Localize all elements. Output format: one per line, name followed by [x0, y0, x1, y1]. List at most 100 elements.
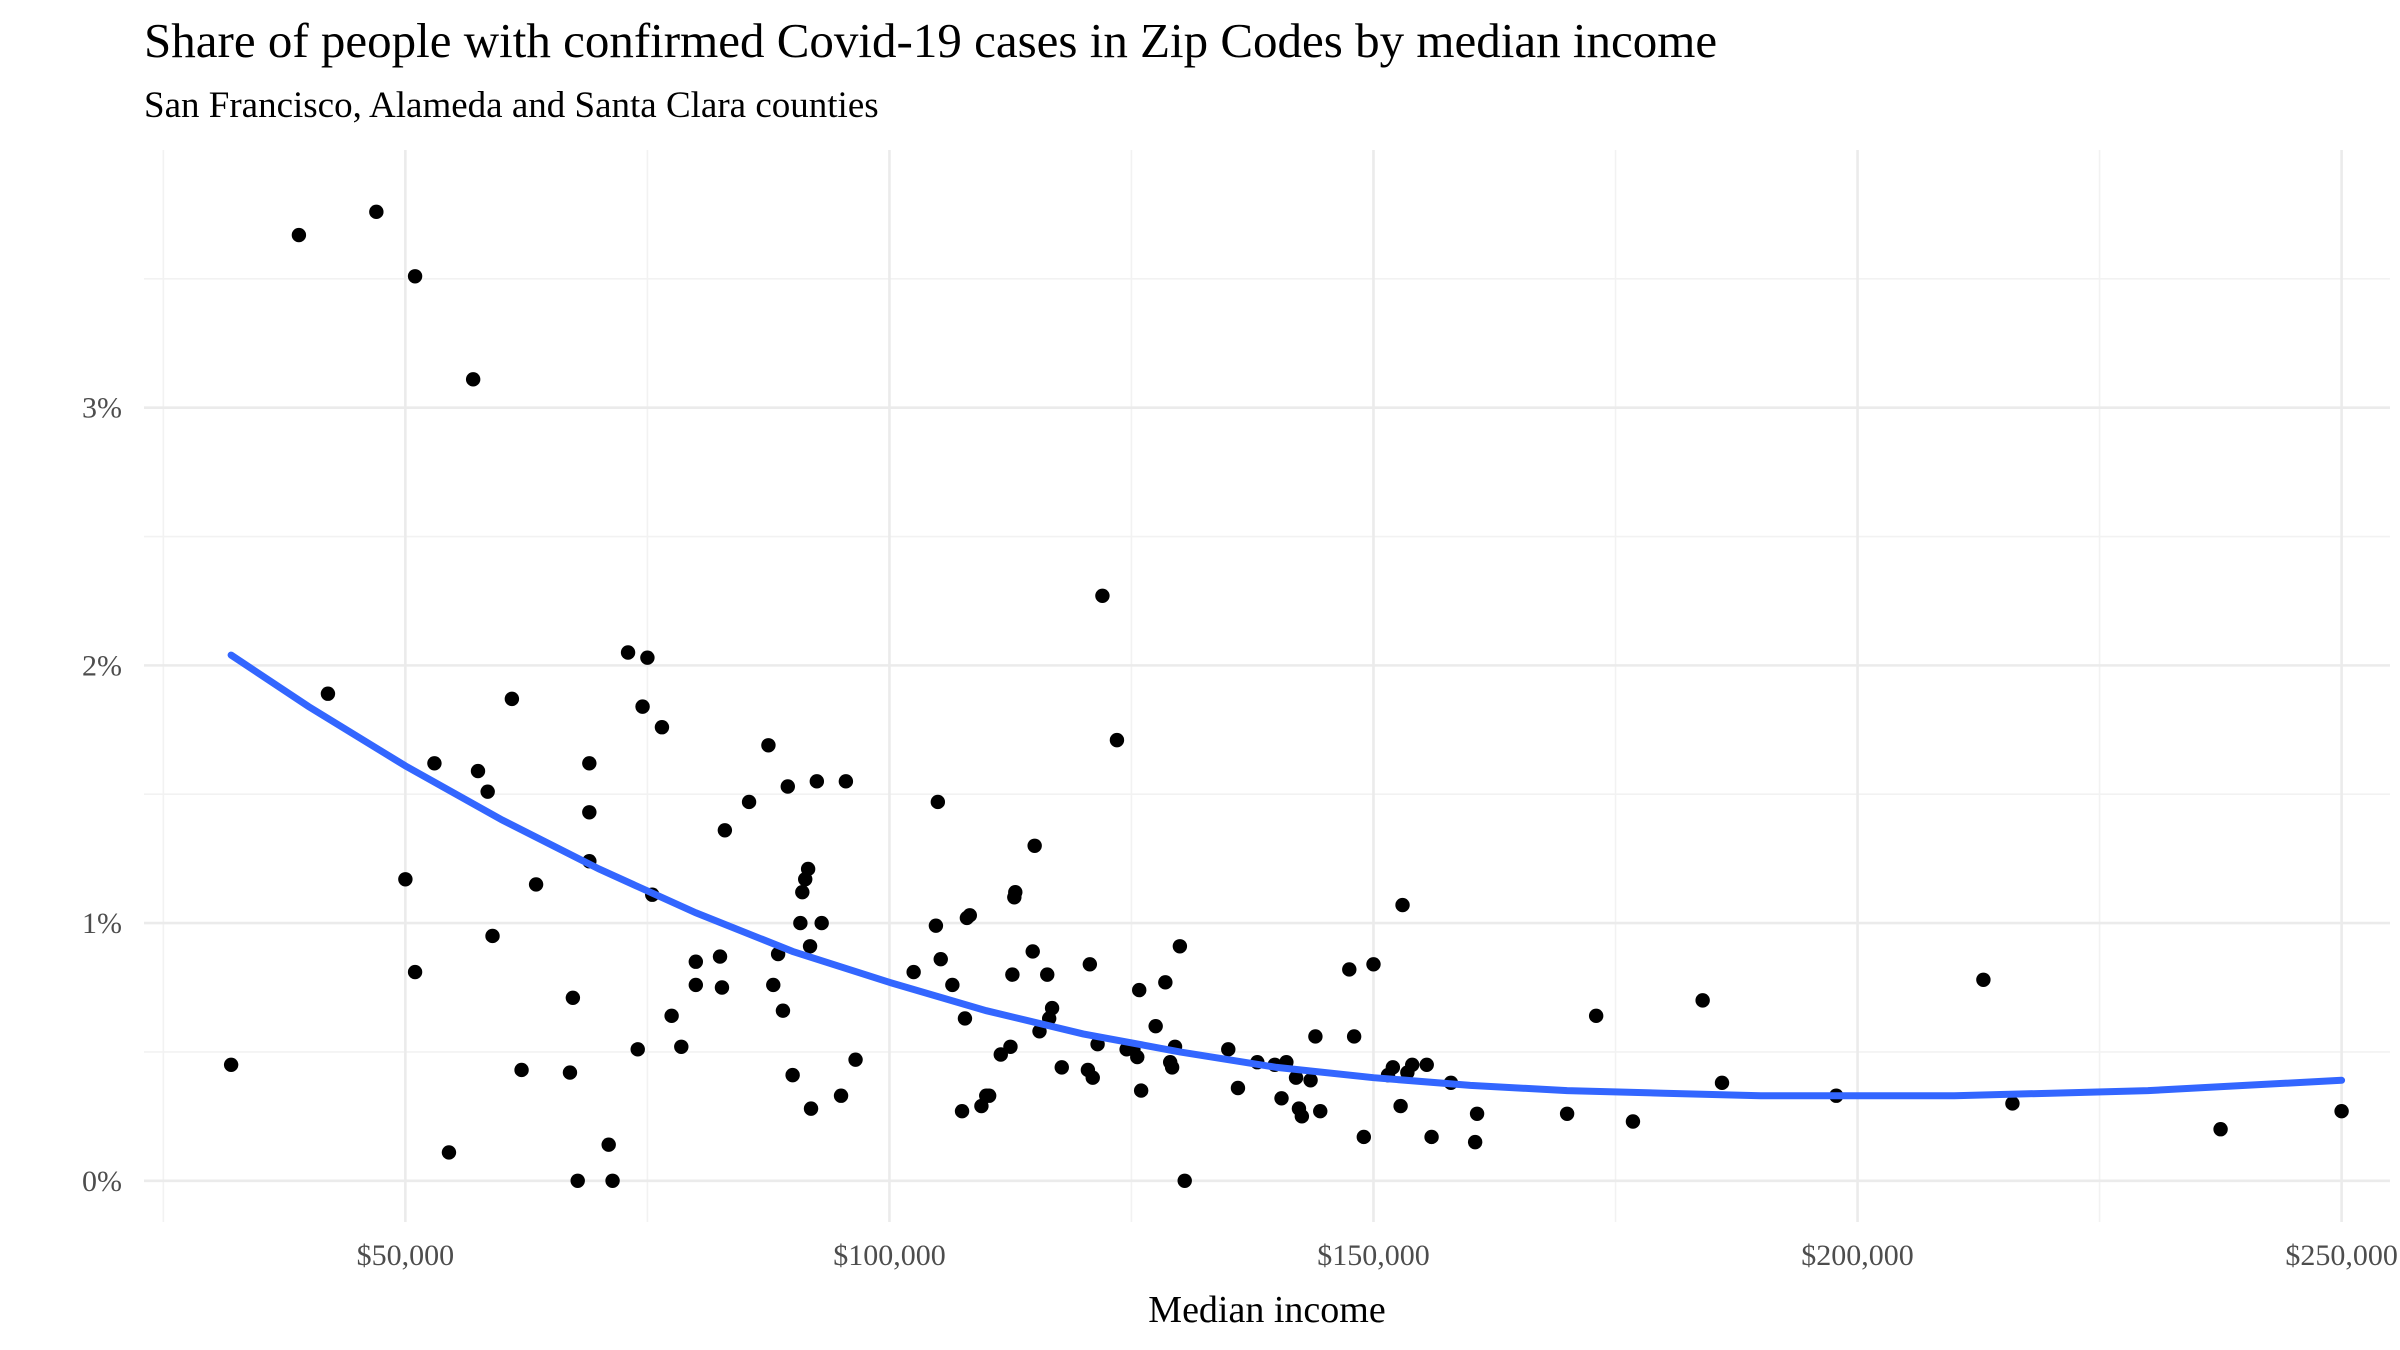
data-point	[933, 951, 948, 967]
x-tick-label: $100,000	[833, 1239, 946, 1272]
chart-subtitle: San Francisco, Alameda and Santa Clara c…	[144, 85, 879, 126]
data-point	[635, 699, 650, 714]
data-point	[761, 738, 776, 753]
chart-title: Share of people with confirmed Covid-19 …	[144, 13, 1718, 68]
data-point	[780, 779, 795, 794]
data-point	[906, 964, 921, 980]
x-tick-label: $50,000	[357, 1239, 455, 1272]
data-point	[785, 1067, 800, 1083]
data-point	[291, 227, 307, 243]
data-point	[1274, 1091, 1289, 1106]
data-point	[605, 1173, 620, 1188]
data-point	[848, 1052, 863, 1067]
data-point	[930, 794, 946, 810]
data-point	[320, 686, 336, 701]
trend-line	[227, 651, 2346, 1100]
data-point	[1177, 1173, 1192, 1188]
data-point	[620, 645, 636, 660]
x-axis-title: Median income	[1148, 1289, 1385, 1331]
data-point	[407, 964, 423, 980]
data-point	[427, 756, 442, 771]
grid	[144, 150, 2390, 1222]
data-point	[1342, 962, 1357, 977]
data-point	[1230, 1080, 1246, 1096]
data-point	[1005, 967, 1020, 982]
data-point	[1625, 1114, 1641, 1129]
data-point	[809, 774, 825, 789]
data-point	[688, 954, 704, 969]
data-point	[1148, 1018, 1163, 1034]
data-point	[802, 939, 818, 954]
data-point	[1356, 1129, 1372, 1145]
data-point	[2213, 1122, 2228, 1137]
data-point	[1132, 982, 1147, 998]
x-tick-label: $250,000	[2285, 1239, 2398, 1272]
data-points	[223, 204, 2349, 1188]
data-point	[1003, 1039, 1018, 1054]
data-point	[1133, 1083, 1149, 1098]
data-point	[601, 1137, 616, 1152]
data-point	[712, 949, 728, 964]
data-point	[1467, 1134, 1483, 1150]
data-point	[838, 774, 854, 789]
data-point	[570, 1173, 585, 1188]
data-point	[504, 691, 520, 707]
data-point	[582, 805, 597, 820]
x-tick-label: $200,000	[1801, 1239, 1914, 1272]
data-point	[928, 918, 944, 933]
data-point	[1385, 1060, 1401, 1075]
data-point	[1424, 1129, 1439, 1145]
data-point	[1308, 1029, 1323, 1044]
data-point	[514, 1062, 529, 1078]
data-point	[993, 1047, 1008, 1062]
data-point	[1395, 897, 1410, 913]
y-tick-label: 2%	[82, 649, 122, 682]
data-point	[1130, 1049, 1145, 1065]
data-point	[223, 1057, 239, 1073]
data-point	[741, 794, 757, 810]
data-point	[1164, 1060, 1180, 1075]
data-point	[945, 977, 960, 993]
data-point	[654, 720, 670, 735]
tick-labels: $50,000 $100,000 $150,000 $200,000 $250,000 0…	[82, 392, 2398, 1272]
data-point	[562, 1065, 578, 1080]
data-point	[714, 980, 730, 995]
data-point	[793, 915, 808, 931]
data-point	[664, 1008, 679, 1024]
data-point	[441, 1145, 457, 1160]
data-point	[630, 1042, 645, 1057]
data-point	[1419, 1057, 1434, 1073]
data-point	[717, 823, 733, 838]
data-point	[1294, 1109, 1310, 1124]
data-point	[1044, 1000, 1060, 1016]
data-point	[2005, 1096, 2020, 1111]
data-point	[1303, 1073, 1318, 1088]
data-point	[1040, 967, 1055, 982]
data-point	[1288, 1070, 1304, 1085]
data-point	[1976, 972, 1991, 987]
data-point	[962, 908, 977, 923]
data-point	[1714, 1075, 1730, 1091]
data-point	[465, 372, 481, 387]
data-point	[1082, 957, 1098, 972]
data-point	[485, 928, 500, 944]
data-point	[688, 977, 704, 993]
data-point	[1469, 1106, 1485, 1121]
data-point	[1025, 944, 1040, 959]
data-point	[640, 650, 655, 665]
y-tick-label: 1%	[82, 907, 122, 940]
data-point	[800, 861, 816, 877]
data-point	[1313, 1103, 1328, 1119]
data-point	[1172, 939, 1188, 954]
trend-line-group	[227, 651, 2346, 1100]
data-point	[565, 990, 581, 1006]
data-point	[981, 1088, 997, 1103]
data-point	[1027, 838, 1042, 853]
data-point	[407, 269, 423, 284]
x-tick-label: $150,000	[1317, 1239, 1430, 1272]
data-point	[480, 784, 495, 799]
data-point	[1221, 1042, 1236, 1057]
data-point	[1588, 1008, 1604, 1024]
data-point	[795, 884, 810, 900]
